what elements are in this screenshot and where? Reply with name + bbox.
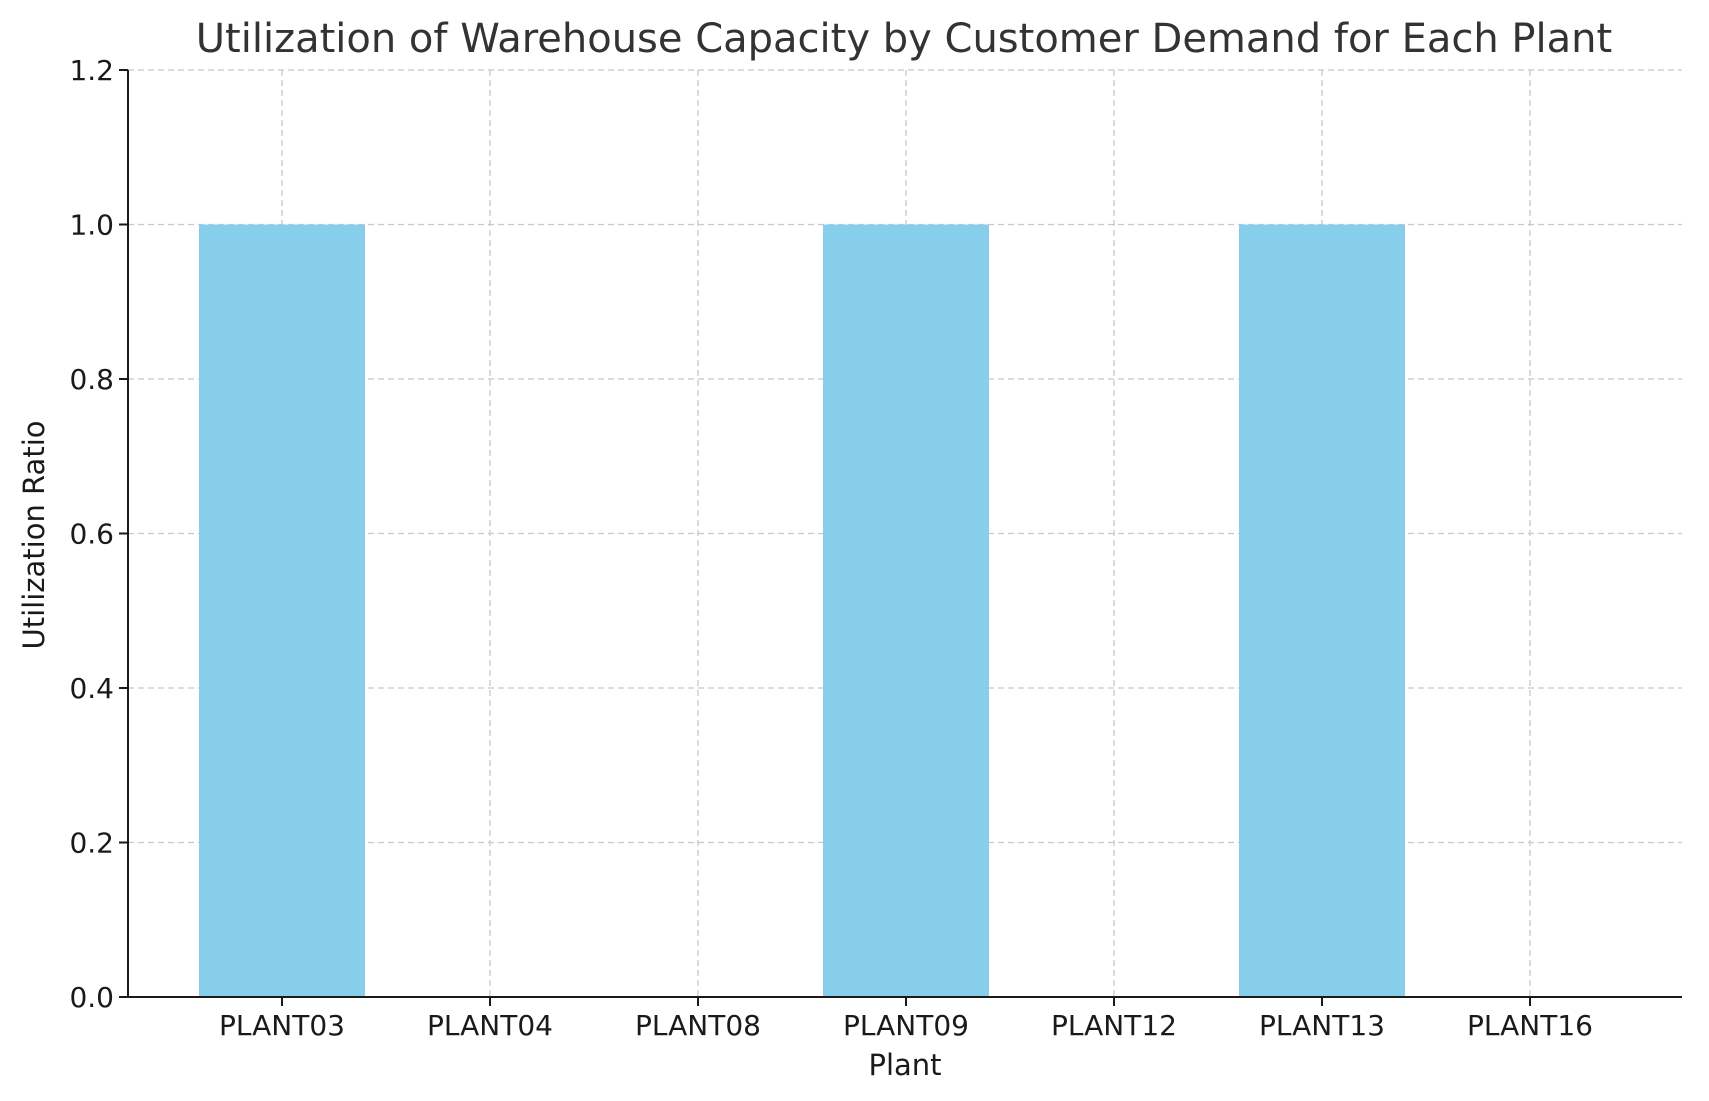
y-tick-label: 0.4 bbox=[69, 672, 114, 705]
x-tick-label: PLANT16 bbox=[1467, 1009, 1593, 1042]
y-tick-label: 0.0 bbox=[69, 981, 114, 1014]
x-axis-ticks: PLANT03 PLANT04 PLANT08 PLANT09 PLANT12 PLANT… bbox=[219, 997, 1593, 1042]
x-axis-label: Plant bbox=[868, 1048, 941, 1082]
x-tick-label: PLANT08 bbox=[635, 1009, 761, 1042]
bar-plant03 bbox=[199, 224, 365, 997]
y-tick-label: 1.2 bbox=[69, 54, 114, 87]
y-tick-label: 1.0 bbox=[69, 209, 114, 242]
y-tick-label: 0.6 bbox=[69, 518, 114, 551]
chart-title: Utilization of Warehouse Capacity by Cus… bbox=[196, 16, 1612, 62]
x-tick-label: PLANT09 bbox=[843, 1009, 969, 1042]
x-tick-label: PLANT04 bbox=[427, 1009, 553, 1042]
bar-plant09 bbox=[823, 224, 989, 997]
bars bbox=[199, 224, 1405, 997]
x-tick-label: PLANT03 bbox=[219, 1009, 345, 1042]
x-tick-label: PLANT12 bbox=[1051, 1009, 1177, 1042]
y-tick-label: 0.2 bbox=[69, 827, 114, 860]
x-tick-label: PLANT13 bbox=[1259, 1009, 1385, 1042]
y-tick-label: 0.8 bbox=[69, 363, 114, 396]
y-axis-ticks: 0.0 0.2 0.4 0.6 0.8 1.0 1.2 bbox=[69, 54, 128, 1014]
bar-plant13 bbox=[1239, 224, 1405, 997]
y-axis-label: Utilization Ratio bbox=[17, 421, 51, 650]
